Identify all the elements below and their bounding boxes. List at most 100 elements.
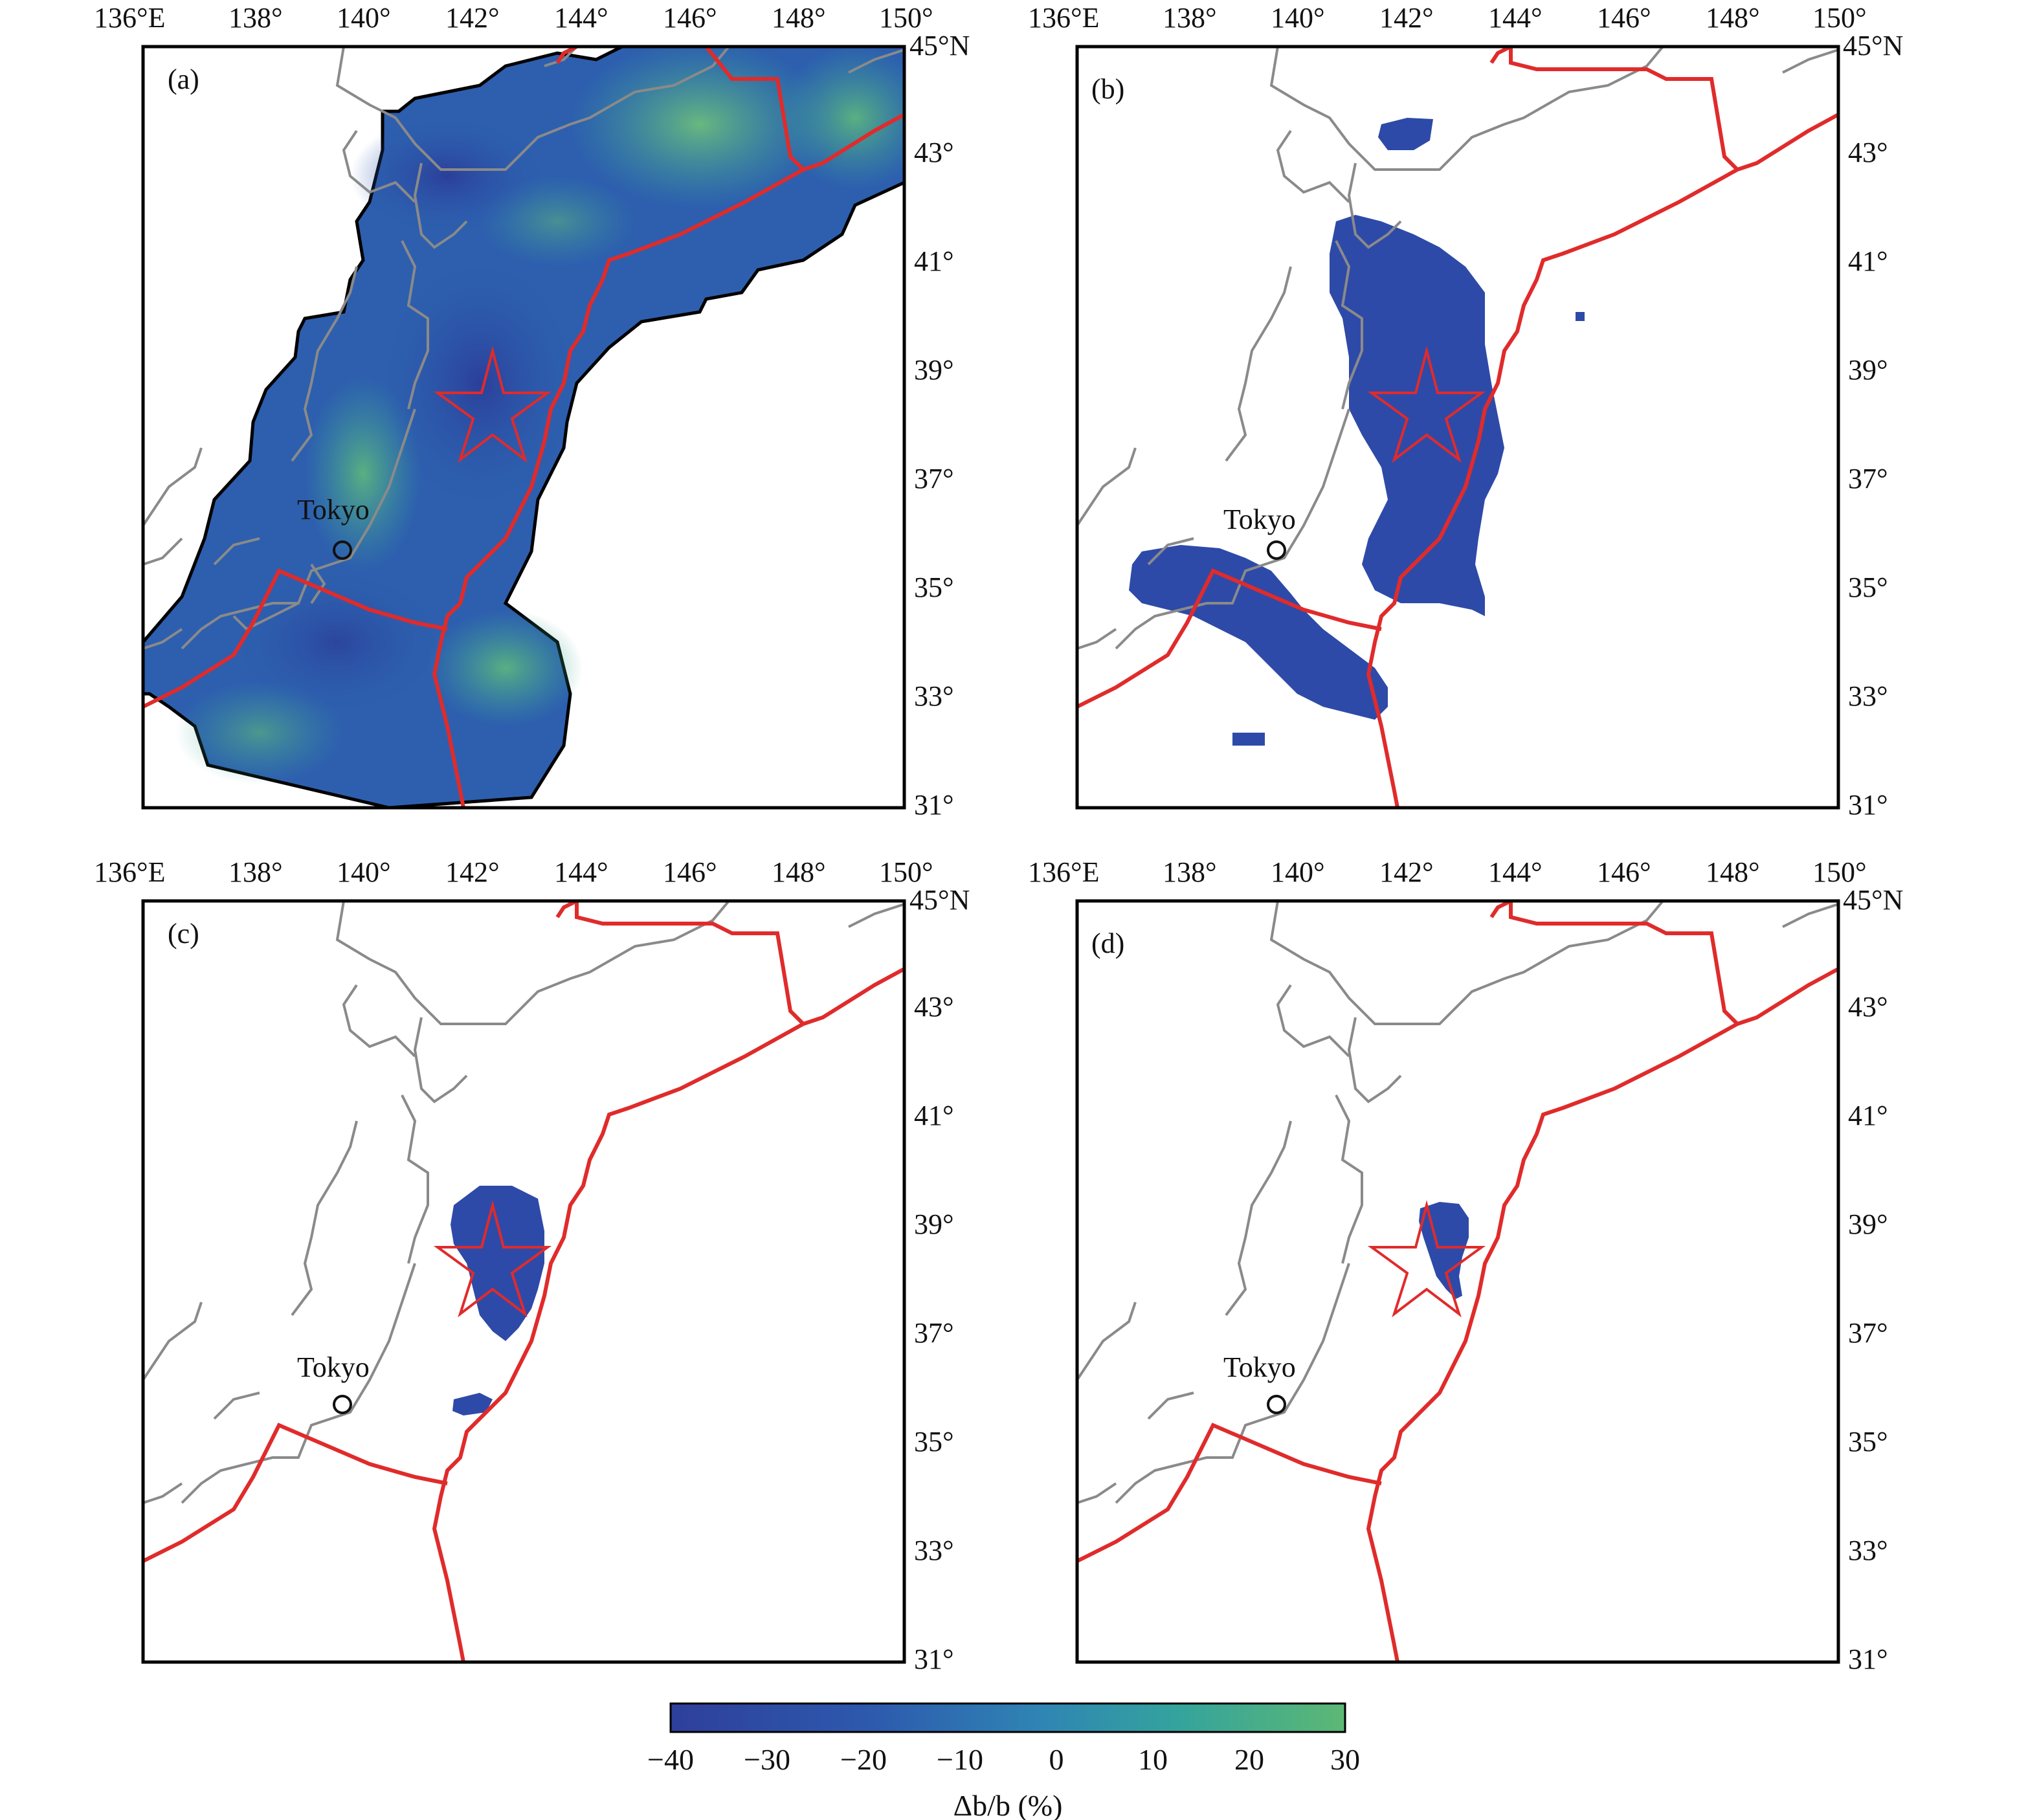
lat-tick: 45°N [1843, 884, 1903, 916]
anomaly-regions [1129, 118, 1585, 746]
lon-tick: 144° [554, 856, 608, 888]
lon-tick: 148° [772, 2, 826, 34]
panel-c: Tokyo (c) [141, 899, 906, 1664]
latitude-ticks-panel-d: 45°N 43° 41° 39° 37° 35° 33° 31° [1843, 884, 1903, 1675]
lat-tick: 41° [914, 1100, 954, 1131]
city-label-tokyo: Tokyo [1223, 1351, 1296, 1383]
anomaly-regions [1419, 1202, 1469, 1299]
lat-tick: 35° [914, 572, 954, 603]
lat-tick: 43° [914, 991, 954, 1023]
lat-tick: 39° [1848, 1208, 1888, 1240]
coastline [142, 900, 905, 1504]
city-marker-tokyo [333, 1395, 352, 1414]
map-frame [141, 45, 906, 810]
latitude-ticks-panel-a: 45°N 43° 41° 39° 37° 35° 33° 31° [909, 30, 970, 821]
colorbar-title: Δb/b (%) [953, 1789, 1063, 1820]
colorbar-tick: −40 [647, 1743, 694, 1776]
longitude-ticks-panel-d: 136°E 138° 140° 142° 144° 146° 148° 150° [1028, 856, 1867, 888]
panel-b: Tokyo (b) [1075, 45, 1840, 810]
panel-label-d: (d) [1091, 927, 1124, 959]
lat-tick: 31° [914, 1643, 954, 1675]
lat-tick: 37° [914, 463, 954, 494]
colorbar-tick: 30 [1330, 1743, 1360, 1776]
lon-tick: 138° [228, 2, 283, 34]
lon-tick: 140° [337, 856, 391, 888]
lon-tick: 138° [228, 856, 283, 888]
lat-tick: 35° [1848, 572, 1888, 603]
lat-tick: 45°N [909, 884, 970, 916]
lon-tick: 144° [1488, 2, 1543, 34]
city-marker-tokyo [1267, 1395, 1286, 1414]
lon-tick: 140° [337, 2, 391, 34]
lat-tick: 43° [1848, 137, 1888, 168]
lat-tick: 37° [1848, 463, 1888, 494]
anomaly-high-east [777, 47, 904, 189]
lon-tick: 150° [879, 856, 933, 888]
anomaly-low-south [234, 571, 441, 713]
plate-boundaries [1076, 45, 1840, 808]
lat-tick: 39° [914, 1208, 954, 1240]
lon-tick: 136°E [94, 856, 165, 888]
lat-tick: 39° [1848, 354, 1888, 386]
lon-tick: 148° [1706, 2, 1760, 34]
colorbar-tick: 0 [1049, 1743, 1064, 1776]
coastline [1076, 45, 1839, 650]
city-label-tokyo: Tokyo [1223, 504, 1296, 535]
lat-tick: 43° [1848, 991, 1888, 1023]
lon-tick: 142° [1379, 2, 1434, 34]
lon-tick: 146° [1597, 856, 1651, 888]
anomaly-epicenter-cluster [1419, 1202, 1469, 1299]
city-marker-tokyo [333, 540, 352, 560]
anomaly-southwest-spot [1232, 733, 1265, 746]
longitude-ticks-panel-c: 136°E 138° 140° 142° 144° 146° 148° 150° [94, 856, 933, 888]
lat-tick: 41° [1848, 245, 1888, 277]
lat-tick: 31° [914, 789, 954, 821]
anomaly-high-south [428, 610, 583, 726]
lon-tick: 136°E [1028, 2, 1099, 34]
map-frame [1075, 899, 1840, 1664]
lon-tick: 150° [879, 2, 933, 34]
anomaly-high-northeast [570, 47, 829, 208]
city-marker-tokyo [1267, 540, 1286, 560]
colorbar-tick: −30 [744, 1743, 790, 1776]
lat-tick: 33° [914, 1535, 954, 1566]
lon-tick: 140° [1271, 2, 1325, 34]
colorbar-tick: 10 [1138, 1743, 1168, 1776]
lat-tick: 45°N [1843, 30, 1903, 61]
lat-tick: 33° [1848, 1535, 1888, 1566]
colorbar-tick: −10 [937, 1743, 983, 1776]
lon-tick: 146° [663, 2, 717, 34]
lon-tick: 136°E [1028, 856, 1099, 888]
lon-tick: 148° [772, 856, 826, 888]
anomaly-hokkaido [1378, 118, 1433, 150]
lat-tick: 33° [914, 680, 954, 712]
plate-boundaries [142, 45, 906, 808]
lat-tick: 41° [1848, 1100, 1888, 1131]
lon-tick: 150° [1812, 2, 1867, 34]
lat-tick: 41° [914, 245, 954, 277]
lat-tick: 37° [914, 1317, 954, 1349]
coastline [1076, 900, 1839, 1504]
lat-tick: 31° [1848, 1643, 1888, 1675]
panel-label-c: (c) [168, 918, 199, 949]
lon-tick: 142° [445, 2, 500, 34]
lat-tick: 43° [914, 137, 954, 168]
panel-a: Tokyo (a) [141, 45, 906, 810]
city-label-tokyo: Tokyo [297, 1351, 370, 1383]
lon-tick: 146° [1597, 2, 1651, 34]
lon-tick: 144° [1488, 856, 1543, 888]
lat-tick: 45°N [909, 30, 970, 61]
latitude-ticks-panel-b: 45°N 43° 41° 39° 37° 35° 33° 31° [1843, 30, 1903, 821]
lon-tick: 146° [663, 856, 717, 888]
plate-boundaries [142, 899, 906, 1663]
anomaly-epicenter-cluster [451, 1186, 544, 1341]
epicenter-star [1367, 1200, 1486, 1318]
lat-tick: 35° [1848, 1426, 1888, 1458]
colorbar-tick: 20 [1234, 1743, 1264, 1776]
city-label-tokyo: Tokyo [297, 494, 370, 526]
coastline [142, 45, 905, 650]
anomaly-small-south [452, 1393, 493, 1415]
anomaly-offshore-spot [1576, 312, 1585, 321]
plate-boundaries [1076, 899, 1840, 1663]
panel-label-b: (b) [1091, 73, 1124, 105]
